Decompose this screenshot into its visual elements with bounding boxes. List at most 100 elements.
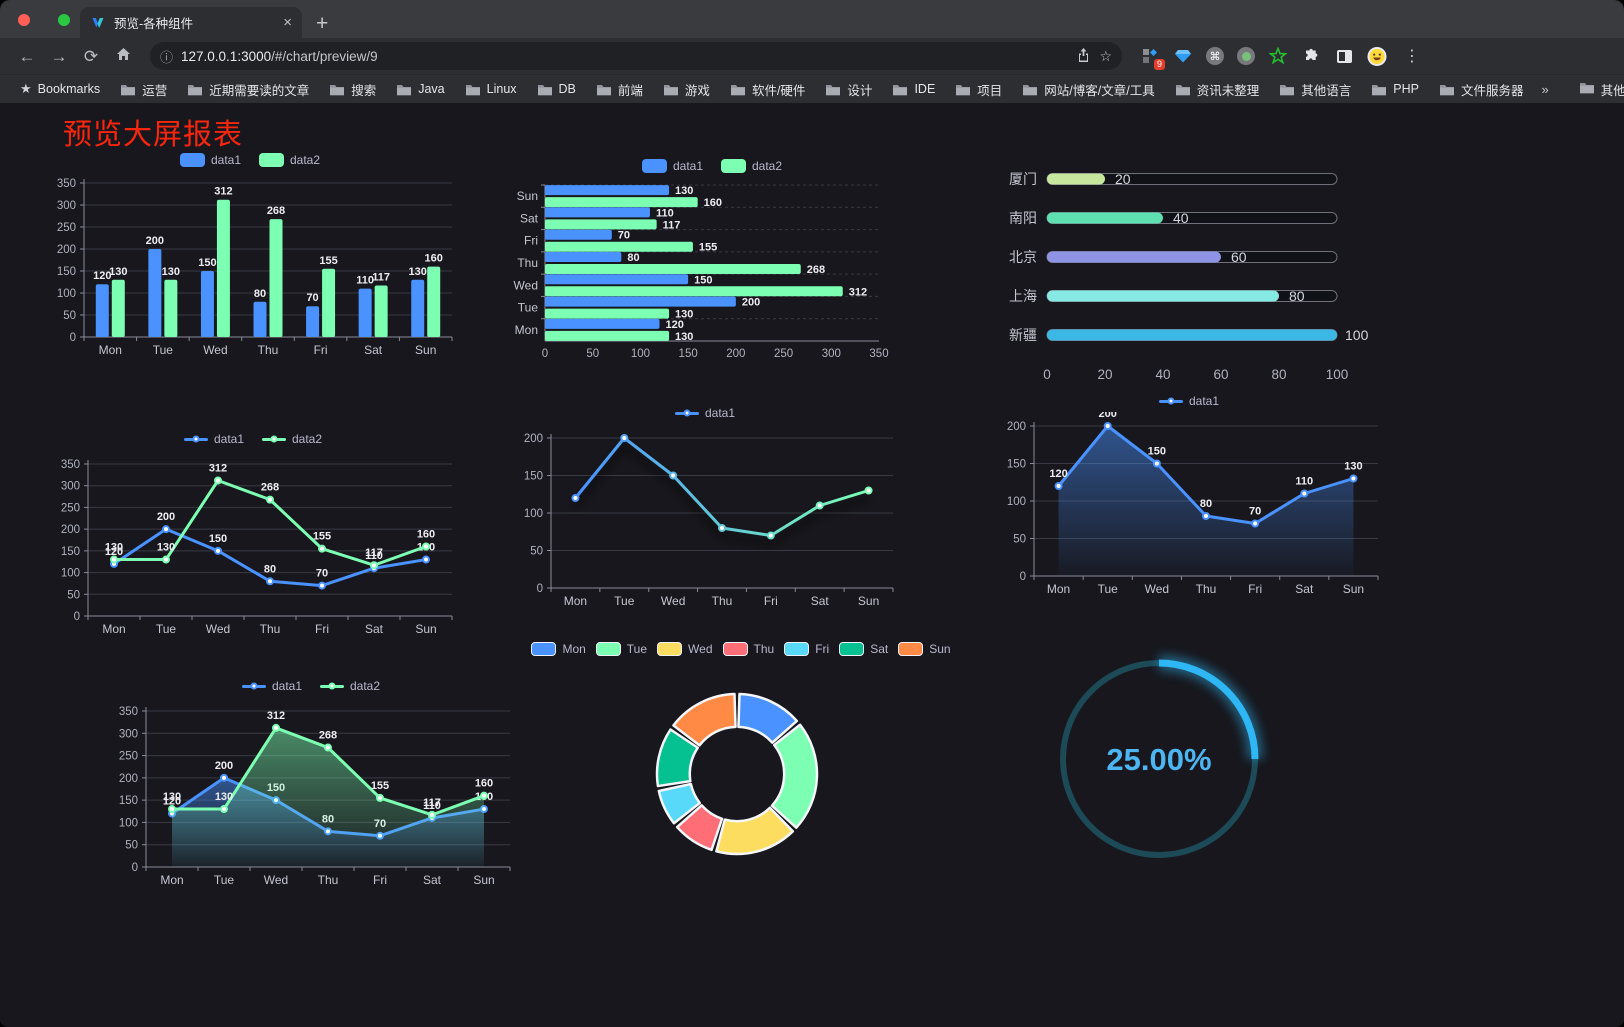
chart-area-line-chart[interactable]: data1 0 50 100 150 200 Mon Tue Wed Thu Fri Sat Sun 12… [988, 390, 1390, 602]
bookmarks-root[interactable]: ★ Bookmarks [20, 81, 101, 96]
bookmark-folder-6[interactable]: 前端 [588, 77, 651, 102]
star-icon: ★ [20, 81, 32, 96]
pie-slice-Sat[interactable] [655, 728, 700, 788]
tab-close-icon[interactable]: × [283, 14, 292, 31]
two-series-area-chart[interactable]: 0 50 100 150 200 250 300 350 Mon Tue Wed Thu Fri Sat S… [100, 697, 522, 893]
extensions-puzzle-icon[interactable] [1301, 46, 1321, 66]
donut-chart[interactable] [545, 660, 937, 970]
back-icon[interactable]: ← [18, 46, 36, 66]
bookmark-folder-12[interactable]: 网站/博客/文章/工具 [1014, 77, 1162, 102]
close-window-button[interactable] [18, 14, 30, 26]
legend-item-Sat[interactable]: Sat [839, 642, 888, 656]
legend-item-Fri[interactable]: Fri [784, 642, 829, 656]
bookmark-folder-3[interactable]: Java [388, 79, 452, 99]
bookmark-folder-16[interactable]: 文件服务器 [1431, 77, 1532, 102]
green-star-extension-icon[interactable] [1268, 46, 1288, 66]
reload-icon[interactable]: ⟳ [83, 46, 99, 66]
city-progress-bars[interactable]: 厦门 20 南阳 40 北京 60 上海 80 新疆 100 0 20 40 60 80 100 [995, 159, 1397, 385]
bookmark-folder-7[interactable]: 游戏 [655, 77, 718, 102]
browser-tab[interactable]: 预览-各种组件 × [80, 7, 302, 38]
svg-text:0: 0 [1020, 571, 1026, 583]
grid-extension-icon[interactable]: 9 [1140, 46, 1165, 70]
bookmark-folder-13[interactable]: 资讯未整理 [1167, 77, 1268, 102]
chart-legend: data1 data2 [40, 149, 460, 171]
bookmark-folder-2[interactable]: 搜索 [321, 77, 384, 102]
bookmark-folder-9[interactable]: 设计 [817, 77, 880, 102]
chart-donut-chart[interactable]: Mon Tue Wed Thu Fri Sat Sun [531, 638, 951, 970]
legend-item-data2[interactable]: data2 [262, 432, 322, 446]
grouped-bar-chart[interactable]: 0 50 100 150 200 250 300 350 Mon Tue Wed Thu Fri Sat S… [40, 171, 460, 363]
sidepanel-icon[interactable] [1334, 46, 1354, 66]
svg-text:155: 155 [313, 531, 331, 543]
bookmark-folder-10[interactable]: IDE [884, 79, 943, 99]
browser-menu-icon[interactable]: ⋮ [1404, 48, 1420, 65]
chart-grouped-bar-chart[interactable]: data1 data2 0 50 100 150 200 250 300 350 Mon Tue Wed… [40, 149, 460, 363]
chart-gauge-chart[interactable]: 25.00% [1043, 643, 1275, 875]
legend-swatch [179, 153, 205, 167]
bookmark-folder-11[interactable]: 项目 [947, 77, 1010, 102]
legend-item-data2[interactable]: data2 [259, 153, 320, 167]
minimize-window-button[interactable] [38, 14, 50, 26]
bookmark-folder-5[interactable]: DB [529, 79, 584, 99]
pie-slice-Wed[interactable] [715, 806, 795, 856]
chart-legend: Mon Tue Wed Thu Fri Sat Sun [531, 638, 951, 660]
record-extension-icon[interactable] [1237, 47, 1255, 65]
svg-text:Sat: Sat [365, 622, 384, 636]
chart-horizontal-bar-chart[interactable]: data1 data2 0 50 100 150 200 250 300 350 Sun 130 160… [503, 155, 921, 367]
pie-slice-Fri[interactable] [657, 782, 702, 825]
two-series-line-chart[interactable]: 0 50 100 150 200 250 300 350 Mon Tue Wed Thu Fri Sat S… [42, 450, 464, 642]
chart-two-series-line-chart[interactable]: data1 data2 0 50 100 150 200 250 300 350 Mon Tue Wed… [42, 428, 464, 642]
pie-slice-Sun[interactable] [672, 692, 737, 747]
gem-extension-icon[interactable] [1173, 46, 1193, 66]
address-bar[interactable]: ⓘ 127.0.0.1:3000/#/chart/preview/9 ☆ [150, 42, 1122, 70]
new-tab-button[interactable]: + [316, 12, 329, 35]
legend-item-data1[interactable]: data1 [241, 679, 302, 693]
bookmark-star-icon[interactable]: ☆ [1099, 47, 1112, 64]
svg-text:80: 80 [627, 252, 639, 264]
bookmark-folder-1[interactable]: 近期需要读的文章 [179, 77, 317, 102]
command-extension-icon[interactable]: ⌘ [1206, 47, 1224, 65]
bookmark-folder-0[interactable]: 运营 [112, 77, 175, 102]
share-icon[interactable] [1076, 47, 1091, 66]
legend-item-data2[interactable]: data2 [320, 679, 380, 693]
bookmarks-overflow-chevron[interactable]: » [1541, 81, 1549, 97]
pie-slice-Mon[interactable] [737, 692, 799, 744]
svg-text:117: 117 [372, 272, 390, 284]
bookmark-folder-15[interactable]: PHP [1363, 79, 1427, 99]
chart-two-series-area-chart[interactable]: data1 data2 0 50 100 150 200 250 300 350 Mon Tue Wed… [100, 675, 522, 893]
legend-item-Sun[interactable]: Sun [898, 642, 951, 656]
legend-item-data1[interactable]: data1 [183, 432, 244, 446]
home-icon[interactable] [110, 46, 136, 66]
pie-slice-Tue[interactable] [770, 723, 819, 829]
forward-icon[interactable]: → [50, 46, 68, 66]
pie-slice-Thu[interactable] [675, 804, 724, 852]
site-info-icon[interactable]: ⓘ [160, 49, 174, 65]
other-bookmarks-folder[interactable]: 其他书签 [1571, 77, 1624, 102]
legend-item-data1[interactable]: data1 [1158, 394, 1219, 408]
svg-text:Mon: Mon [1047, 582, 1070, 596]
bookmark-folder-4[interactable]: Linux [457, 79, 525, 99]
legend-item-data1[interactable]: data1 [179, 153, 241, 167]
gauge-chart[interactable]: 25.00% [1043, 643, 1275, 875]
area-line-chart[interactable]: 0 50 100 150 200 Mon Tue Wed Thu Fri Sat Sun 120 200 1… [988, 408, 1390, 602]
svg-text:0: 0 [537, 583, 543, 595]
legend-item-Tue[interactable]: Tue [595, 642, 647, 656]
legend-item-Mon[interactable]: Mon [531, 642, 586, 656]
gradient-line-chart[interactable]: 0 50 100 150 200 Mon Tue Wed Thu Fri Sat Sun [505, 424, 905, 614]
legend-item-Wed[interactable]: Wed [657, 642, 713, 656]
fullscreen-window-button[interactable] [58, 14, 70, 26]
legend-item-Thu[interactable]: Thu [722, 642, 774, 656]
chart-gradient-line-chart[interactable]: data1 0 50 100 150 200 Mon Tue Wed Thu Fri Sat Sun [505, 402, 905, 614]
bookmark-folder-14[interactable]: 其他语言 [1271, 77, 1359, 102]
url-text[interactable]: 127.0.0.1:3000/#/chart/preview/9 [181, 49, 378, 64]
bookmark-folder-8[interactable]: 软件/硬件 [722, 77, 813, 102]
svg-text:120: 120 [105, 546, 123, 558]
legend-item-data1[interactable]: data1 [641, 159, 703, 173]
chart-city-progress-bars[interactable]: 厦门 20 南阳 40 北京 60 上海 80 新疆 100 0 20 40 60 80 100 [995, 159, 1397, 385]
profile-avatar[interactable] [1367, 46, 1387, 66]
legend-item-data2[interactable]: data2 [721, 159, 782, 173]
svg-text:117: 117 [423, 797, 441, 809]
legend-item-data1[interactable]: data1 [674, 406, 735, 420]
svg-text:Sat: Sat [1295, 582, 1314, 596]
